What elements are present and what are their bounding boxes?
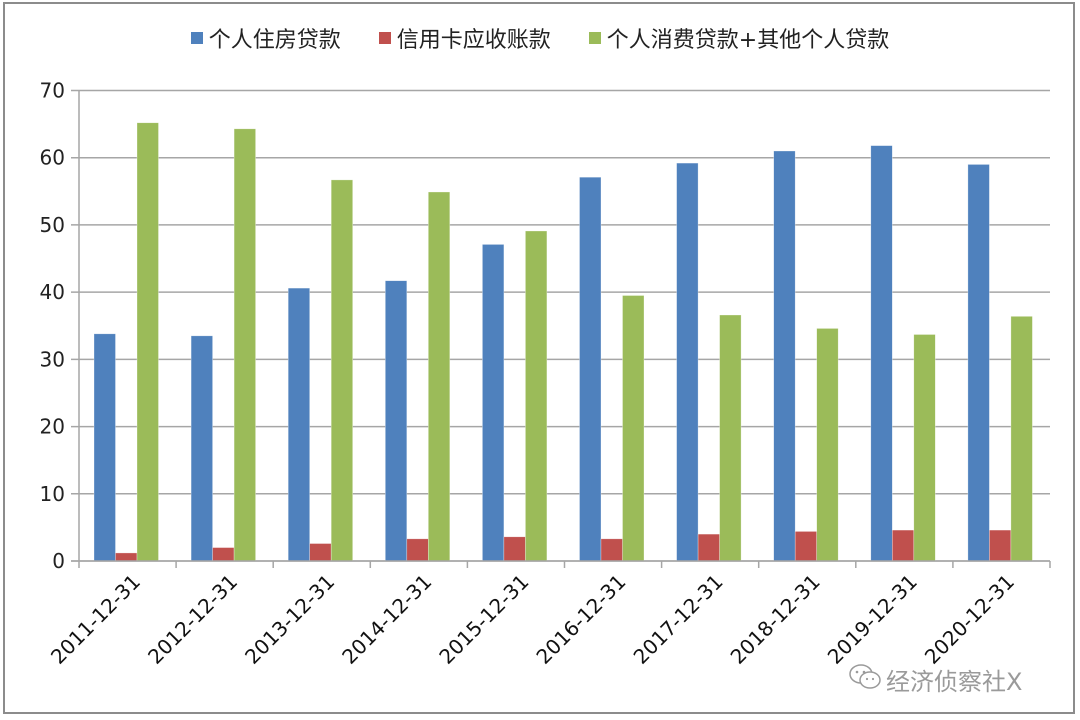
y-tick-label: 60 [40,146,65,170]
chart-legend: 个人住房贷款 信用卡应收账款 个人消费贷款+其他个人贷款 [0,22,1080,54]
y-tick-label: 40 [40,280,65,304]
bar-0-7 [773,150,796,562]
y-tick-label: 70 [40,79,65,103]
watermark: 经济侦察社X [848,662,1022,697]
bar-1-5 [600,538,623,562]
x-tick-label: 2012-12-31 [143,570,242,669]
bar-1-8 [891,529,915,562]
y-tick-label: 10 [40,482,65,506]
bar-0-0 [93,333,116,562]
bar-1-0 [115,552,138,562]
bar-1-3 [406,538,429,562]
x-tick-label: 2018-12-31 [726,570,825,669]
legend-swatch-0 [190,32,203,44]
bar-0-6 [676,162,699,562]
x-tick-label: 2011-12-31 [46,570,145,669]
bar-2-4 [525,230,548,562]
x-tick-label: 2014-12-31 [337,570,436,669]
legend-item-2: 个人消费贷款+其他个人贷款 [588,22,890,54]
chart-frame [3,2,1075,714]
x-tick-label: 2013-12-31 [240,570,339,669]
bar-0-3 [384,280,408,562]
bar-1-4 [503,536,526,562]
bar-0-9 [967,164,990,562]
legend-label-2: 个人消费贷款+其他个人贷款 [606,28,890,53]
bar-0-4 [482,244,505,562]
x-tick-label: 2015-12-31 [434,570,533,669]
bar-1-1 [212,547,235,562]
legend-label-1: 信用卡应收账款 [396,28,551,53]
legend-label-0: 个人住房贷款 [208,28,341,53]
x-tick-label: 2016-12-31 [531,570,630,669]
bar-1-6 [697,533,720,562]
bar-2-9 [1010,316,1033,562]
bar-2-0 [136,122,159,562]
watermark-text: 经济侦察社X [886,668,1023,696]
bar-0-2 [287,287,311,562]
y-tick-label: 30 [40,347,65,371]
x-tick-label: 2020-12-31 [920,570,1019,669]
x-tick-label: 2019-12-31 [823,570,922,669]
bar-0-1 [190,335,213,562]
bar-1-7 [794,531,818,562]
bar-2-6 [719,314,742,562]
legend-swatch-2 [588,32,601,44]
bar-2-2 [330,179,354,562]
bar-2-3 [427,191,451,562]
bar-0-5 [579,176,602,562]
wechat-icon [848,663,882,697]
bar-0-8 [870,145,893,562]
x-tick-label: 2017-12-31 [629,570,728,669]
y-tick-label: 0 [52,549,65,573]
y-tick-label: 20 [40,415,65,439]
bar-2-5 [622,295,645,562]
bar-2-1 [233,128,256,562]
bar-2-7 [816,328,839,562]
legend-item-1: 信用卡应收账款 [378,22,551,54]
bar-2-8 [913,334,936,562]
bar-1-2 [309,543,332,562]
legend-item-0: 个人住房贷款 [190,22,341,54]
bar-1-9 [989,529,1012,562]
y-tick-label: 50 [40,213,65,237]
legend-swatch-1 [378,32,391,44]
